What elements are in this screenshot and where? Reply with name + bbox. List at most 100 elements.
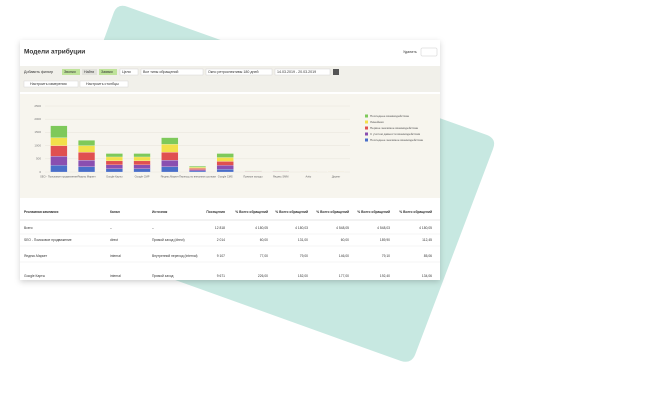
- bar-segment: [78, 167, 95, 172]
- bar-segment: [106, 161, 123, 165]
- table-cell: internal: [110, 274, 121, 278]
- tab-label[interactable]: Звонки: [64, 70, 76, 74]
- table-cell: 77,00: [260, 254, 268, 258]
- legend-label: Последнее значимое взаимодействие: [370, 138, 424, 142]
- table-cell: Яндекс.Маркет: [24, 254, 48, 258]
- table-cell: 177,00: [339, 274, 349, 278]
- bar-segment: [161, 144, 178, 152]
- table-header: % Всего обращений: [235, 210, 268, 214]
- delete-link[interactable]: Удалить: [403, 50, 417, 54]
- table-cell: SEO - Поисковое продвижение: [24, 238, 72, 242]
- bar-segment: [106, 157, 123, 161]
- bar-segment: [217, 161, 234, 165]
- x-tick-label: Google CMP: [135, 175, 150, 179]
- bar-segment: [78, 160, 95, 167]
- x-tick-label: Директ: [332, 175, 341, 179]
- button-label[interactable]: Настроить измерения: [30, 82, 67, 86]
- bar-segment: [134, 169, 151, 172]
- tab-label[interactable]: Найти: [84, 70, 94, 74]
- bar-segment: [217, 165, 234, 169]
- table-cell: 4 180,03: [295, 226, 308, 230]
- x-tick-label: SEO - Поисковое продвижение: [40, 175, 78, 179]
- table-cell: Google Карты: [24, 274, 46, 278]
- x-tick-label: Google Карты: [106, 175, 123, 179]
- y-tick-label: 2000: [34, 117, 41, 121]
- table-cell: Всего: [24, 226, 33, 230]
- legend-swatch: [365, 127, 368, 130]
- x-tick-label: Переход по внешним ссылкам: [179, 175, 216, 179]
- x-tick-label: Яндекс.Маркет: [161, 175, 180, 179]
- table-cell: 4 180,05: [419, 226, 432, 230]
- bar-segment: [189, 171, 206, 172]
- page-title: Модели атрибуции: [24, 48, 85, 56]
- dropdown-label[interactable]: Все типы обращений: [143, 70, 178, 74]
- bar-segment: [161, 138, 178, 145]
- table-cell: direct: [110, 238, 118, 242]
- table-cell: 60,00: [260, 238, 268, 242]
- button-label[interactable]: Настроить столбцы: [86, 82, 119, 86]
- bar-segment: [161, 160, 178, 167]
- table-cell: 134,06: [422, 274, 432, 278]
- legend-swatch: [365, 133, 368, 136]
- table-cell: 9 107: [217, 254, 225, 258]
- table-cell: Прямой заход (direct): [152, 238, 185, 242]
- tab-label[interactable]: Заявки: [101, 70, 113, 74]
- calendar-icon[interactable]: [333, 69, 339, 75]
- table-header: Канал: [110, 210, 120, 214]
- y-tick-label: 1500: [34, 130, 41, 134]
- table-cell: –: [152, 226, 154, 230]
- dropdown-label[interactable]: Окно ретроспективы 180 дней: [208, 70, 258, 74]
- bar-segment: [189, 168, 206, 169]
- bar-segment: [217, 169, 234, 172]
- menu-button[interactable]: [421, 48, 437, 56]
- table-cell: 4 180,05: [255, 226, 268, 230]
- bar-segment: [51, 126, 68, 138]
- bar-segment: [189, 170, 206, 171]
- date-label[interactable]: 14.03.2019 - 20.03.2019: [277, 70, 316, 74]
- table-header: Рекламная кампания: [24, 210, 58, 214]
- table-cell: 79,00: [300, 254, 308, 258]
- table-header: Источник: [152, 210, 168, 214]
- table-cell: 60,00: [341, 238, 349, 242]
- bar-segment: [217, 154, 234, 158]
- bar-segment: [78, 140, 95, 145]
- legend-swatch: [365, 121, 368, 124]
- table-cell: 9 671: [217, 274, 225, 278]
- table-cell: Внутренний переход (internal): [152, 254, 198, 258]
- legend-label: Линейная: [370, 120, 384, 124]
- x-tick-label: Google CMS: [218, 175, 233, 179]
- bar-segment: [106, 165, 123, 169]
- table-cell: 131,00: [298, 238, 308, 242]
- table-header: % Всего обращений: [275, 210, 308, 214]
- table-cell: internal: [110, 254, 121, 258]
- dropdown-label[interactable]: Цели: [122, 70, 131, 74]
- x-tick-label: Avito: [306, 175, 312, 179]
- y-tick-label: 500: [36, 157, 41, 161]
- x-tick-label: Яндекс SMM: [273, 175, 289, 179]
- bar-segment: [106, 154, 123, 157]
- x-tick-label: Прямые заходы: [243, 175, 262, 179]
- table-cell: 112,45: [422, 238, 432, 242]
- bar-segment: [161, 167, 178, 172]
- legend-label: Последнее взаимодействие: [370, 114, 409, 118]
- bar-segment: [189, 166, 206, 167]
- table-cell: Прямой заход: [152, 274, 174, 278]
- table-cell: 85,06: [424, 254, 432, 258]
- bar-segment: [78, 146, 95, 153]
- bar-segment: [217, 157, 234, 161]
- legend-label: Первое значимое взаимодействие: [370, 126, 419, 130]
- bar-segment: [134, 154, 151, 157]
- bar-segment: [51, 146, 68, 157]
- table-cell: 189,90: [380, 238, 390, 242]
- add-filter[interactable]: Добавить фильтр: [24, 70, 53, 74]
- table-header: % Всего обращений: [357, 210, 390, 214]
- bar-segment: [51, 156, 68, 165]
- table-header: % Всего обращений: [316, 210, 349, 214]
- bar-segment: [134, 161, 151, 165]
- panel: Модели атрибуции Удалить Добавить фильтр…: [20, 40, 440, 280]
- bar-segment: [161, 152, 178, 160]
- table-header: Посещения: [206, 210, 225, 214]
- table-cell: 146,00: [339, 254, 349, 258]
- table-cell: 79,10: [382, 254, 390, 258]
- x-tick-label: Яндекс Маркет: [77, 175, 96, 179]
